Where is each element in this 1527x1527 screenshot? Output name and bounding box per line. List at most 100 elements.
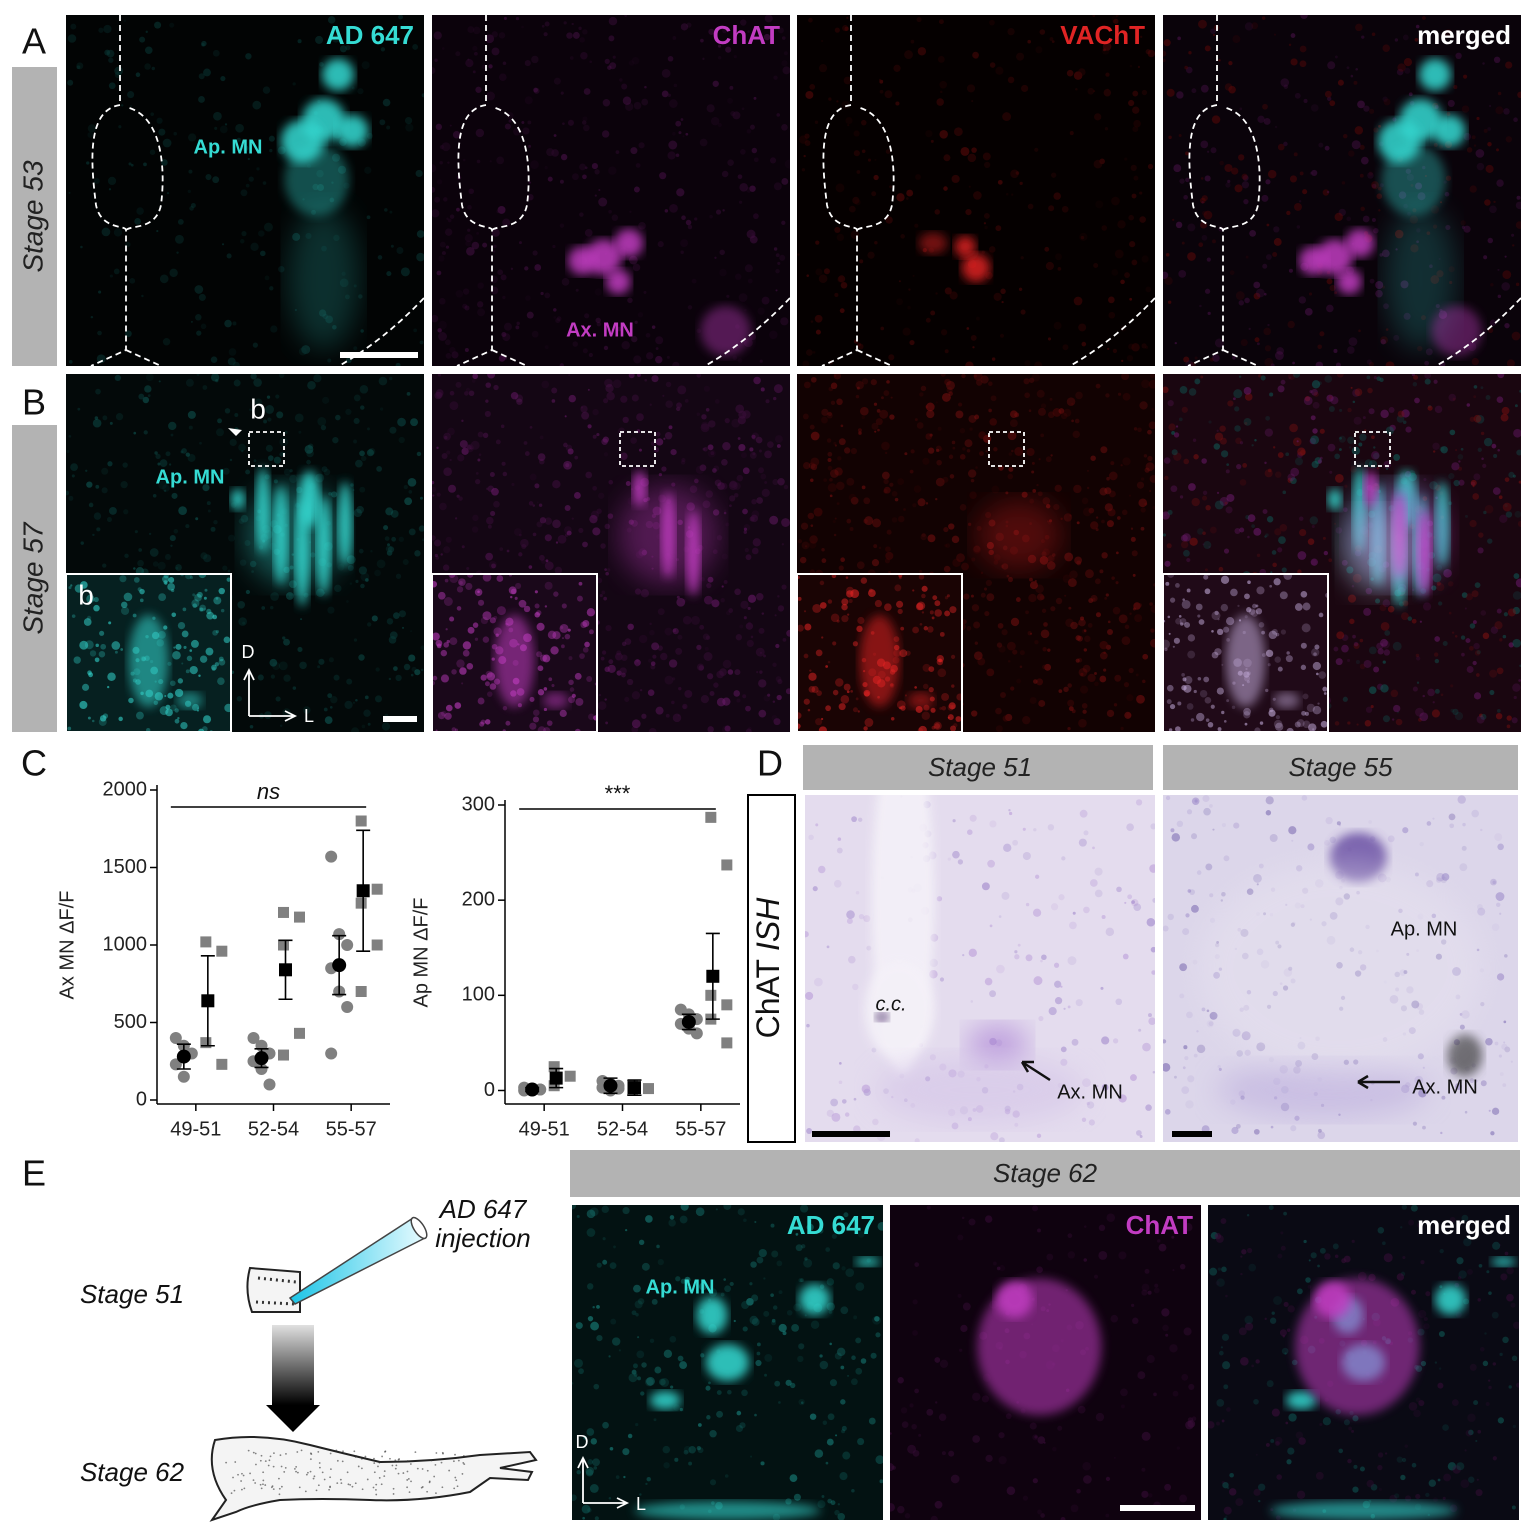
speckle [767,693,771,697]
speckle [1253,292,1261,300]
data-point [690,1027,703,1040]
cell [618,484,719,586]
speckle [936,658,944,666]
speckle [1166,88,1175,97]
speckle [1414,872,1419,877]
speckle [821,636,824,639]
cell [287,206,360,350]
speckle [395,674,402,682]
speckle [1383,649,1391,656]
speckle [681,215,686,221]
speckle [941,705,947,711]
cell [1216,1061,1430,1119]
speckle [1376,193,1383,200]
speckle [1179,993,1185,999]
speckle [1185,913,1190,918]
speckle [202,726,208,732]
speckle [1128,214,1134,221]
speckle [644,1377,654,1387]
speckle [546,720,553,726]
speckle [836,100,839,103]
speckle [1352,634,1356,639]
speckle [856,561,865,570]
speckle [596,1334,603,1342]
speckle [210,374,220,382]
speckle [707,726,714,732]
speckle [1380,339,1387,345]
speckle [967,153,977,163]
speckle [1235,291,1245,301]
speckle [1379,377,1384,383]
speckle [863,726,868,731]
speckle [107,685,110,689]
speckle [1228,85,1236,94]
speckle [850,689,853,693]
speckle [1490,626,1499,634]
cell [605,269,631,295]
speckle [196,374,200,376]
speckle [548,677,553,682]
speckle [705,407,710,412]
speckle [355,698,358,702]
speckle [171,492,178,499]
speckle [561,644,565,649]
speckle [907,305,911,310]
speckle [86,481,93,488]
speckle [1253,1128,1260,1135]
speckle [456,606,462,611]
speckle [1339,436,1342,440]
speckle [474,637,479,641]
speckle [1067,726,1071,731]
speckle [1464,1110,1468,1114]
speckle [913,485,922,493]
speckle [726,294,730,298]
speckle [1080,616,1085,621]
speckle [163,489,167,492]
speckle [518,552,523,557]
speckle [410,418,419,427]
speckle [726,700,730,704]
speckle [1393,704,1401,713]
data-point [325,1047,338,1060]
speckle [912,589,915,592]
speckle [917,498,926,507]
speckle [715,209,722,215]
speckle [493,244,497,249]
speckle [1207,150,1210,153]
speckle [1234,406,1240,412]
speckle [805,931,809,938]
speckle [108,82,116,90]
speckle [777,678,783,685]
speckle [957,859,964,865]
speckle [270,674,276,679]
speckle [113,268,120,275]
speckle [253,459,257,463]
speckle [1290,58,1298,66]
speckle [541,24,545,28]
speckle [67,79,74,86]
speckle [1022,827,1026,831]
speckle [744,547,749,553]
speckle [1481,457,1484,461]
speckle [807,708,811,712]
speckle [1311,388,1318,396]
speckle [989,924,993,928]
speckle [123,19,127,22]
speckle [631,394,639,402]
speckle [232,361,240,366]
speckle [845,116,853,125]
speckle [639,688,643,692]
speckle [66,449,70,453]
speckle [1473,473,1481,481]
speckle [683,1449,689,1455]
speckle [435,556,440,560]
speckle [1256,586,1265,595]
speckle [926,409,935,419]
speckle [203,715,212,724]
speckle [353,346,358,351]
speckle [1466,666,1474,673]
speckle [497,205,506,214]
speckle [236,696,243,702]
speckle [598,197,608,207]
speckle [819,602,827,609]
